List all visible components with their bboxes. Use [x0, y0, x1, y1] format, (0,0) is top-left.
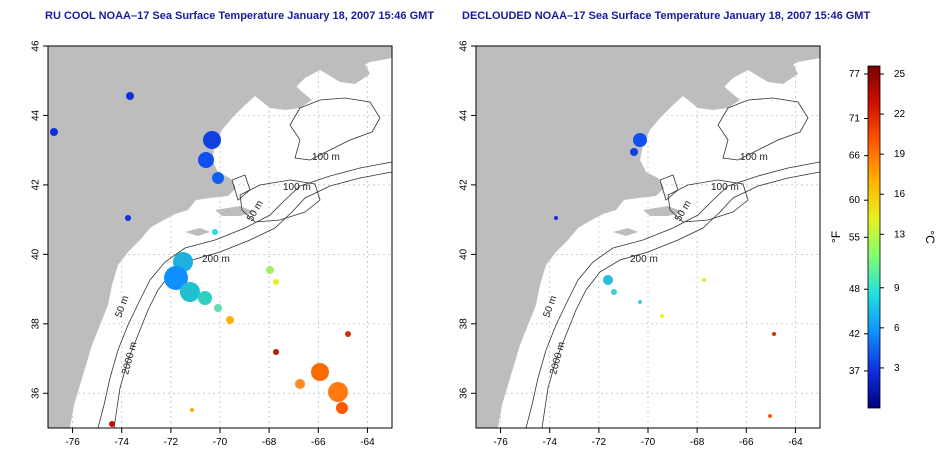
- latitude-tick-label: 38: [459, 318, 470, 330]
- fahrenheit-tick-label: 48: [849, 284, 861, 295]
- longitude-tick-label: -74: [542, 437, 557, 448]
- celsius-scale: 25 22 19 16 13 9 6 3: [880, 69, 906, 374]
- celsius-tick-label: 3: [894, 363, 900, 374]
- latitude-axis: 46 44 42 40 38 36: [459, 40, 476, 399]
- contour-label: 200 m: [202, 254, 230, 265]
- panel-title-left: RU COOL NOAA–17 Sea Surface Temperature …: [45, 10, 435, 22]
- fahrenheit-tick-label: 55: [849, 232, 861, 243]
- celsius-tick-label: 25: [894, 69, 906, 80]
- longitude-tick-label: -72: [164, 437, 179, 448]
- contour-label: 200 m: [630, 254, 658, 265]
- map-panel-declouded: 100 m 100 m 50 m 200 m 50 m 2000 m -76 -7…: [459, 40, 821, 448]
- longitude-axis: -76 -74 -72 -70 -68 -66 -64: [493, 428, 803, 448]
- latitude-tick-label: 44: [459, 109, 470, 121]
- fahrenheit-tick-label: 42: [849, 329, 861, 340]
- longitude-tick-label: -70: [641, 437, 656, 448]
- longitude-axis: -76 -74 -72 -70 -68 -66 -64: [65, 428, 375, 448]
- bathymetry-contours: [97, 97, 393, 429]
- longitude-tick-label: -64: [788, 437, 803, 448]
- latitude-tick-label: 40: [31, 248, 42, 260]
- celsius-tick-label: 6: [894, 323, 900, 334]
- celsius-tick-label: 13: [894, 229, 906, 240]
- sst-pixels: [50, 92, 351, 427]
- longitude-tick-label: -74: [114, 437, 129, 448]
- contour-label: 100 m: [711, 182, 739, 193]
- latitude-tick-label: 42: [31, 179, 42, 191]
- fahrenheit-label: °F: [829, 231, 843, 243]
- bathymetry-contours: [525, 97, 821, 429]
- fahrenheit-tick-label: 71: [849, 114, 861, 125]
- longitude-tick-label: -66: [739, 437, 754, 448]
- contour-label: 100 m: [312, 152, 340, 163]
- land-mass: [476, 46, 820, 428]
- panel-title-right: DECLOUDED NOAA–17 Sea Surface Temperatur…: [462, 10, 871, 22]
- latitude-tick-label: 46: [459, 40, 470, 52]
- celsius-tick-label: 19: [894, 149, 906, 160]
- longitude-tick-label: -70: [213, 437, 228, 448]
- celsius-label: °C: [923, 230, 937, 244]
- latitude-tick-label: 42: [459, 179, 470, 191]
- longitude-tick-label: -72: [592, 437, 607, 448]
- longitude-tick-label: -68: [262, 437, 277, 448]
- latitude-tick-label: 40: [459, 248, 470, 260]
- longitude-tick-label: -64: [360, 437, 375, 448]
- colorbar-gradient: [867, 65, 881, 409]
- latitude-axis: 46 44 42 40 38 36: [31, 40, 48, 399]
- longitude-tick-label: -66: [311, 437, 326, 448]
- longitude-tick-label: -76: [65, 437, 80, 448]
- fahrenheit-tick-label: 37: [849, 366, 861, 377]
- contour-label: 100 m: [283, 182, 311, 193]
- fahrenheit-tick-label: 77: [849, 69, 861, 80]
- longitude-tick-label: -68: [690, 437, 705, 448]
- celsius-tick-label: 16: [894, 189, 906, 200]
- temperature-colorbar: 77 71 66 60 55 48 42 37 25 22 19 16 13 9 6 3 °F °C: [829, 65, 937, 409]
- latitude-tick-label: 36: [31, 387, 42, 399]
- map-panel-cloudy: 100 m 100 m 50 m 200 m 50 m 2000 m -76 -7…: [31, 40, 393, 448]
- sst-pixels: [554, 133, 776, 418]
- latitude-tick-label: 36: [459, 387, 470, 399]
- longitude-tick-label: -76: [493, 437, 508, 448]
- fahrenheit-tick-label: 66: [849, 151, 861, 162]
- land-mass: [48, 46, 392, 428]
- fahrenheit-tick-label: 60: [849, 195, 861, 206]
- latitude-tick-label: 44: [31, 109, 42, 121]
- contour-label: 100 m: [740, 152, 768, 163]
- celsius-tick-label: 9: [894, 283, 900, 294]
- latitude-tick-label: 38: [31, 318, 42, 330]
- celsius-tick-label: 22: [894, 109, 906, 120]
- fahrenheit-scale: 77 71 66 60 55 48 42 37: [849, 69, 868, 377]
- latitude-tick-label: 46: [31, 40, 42, 52]
